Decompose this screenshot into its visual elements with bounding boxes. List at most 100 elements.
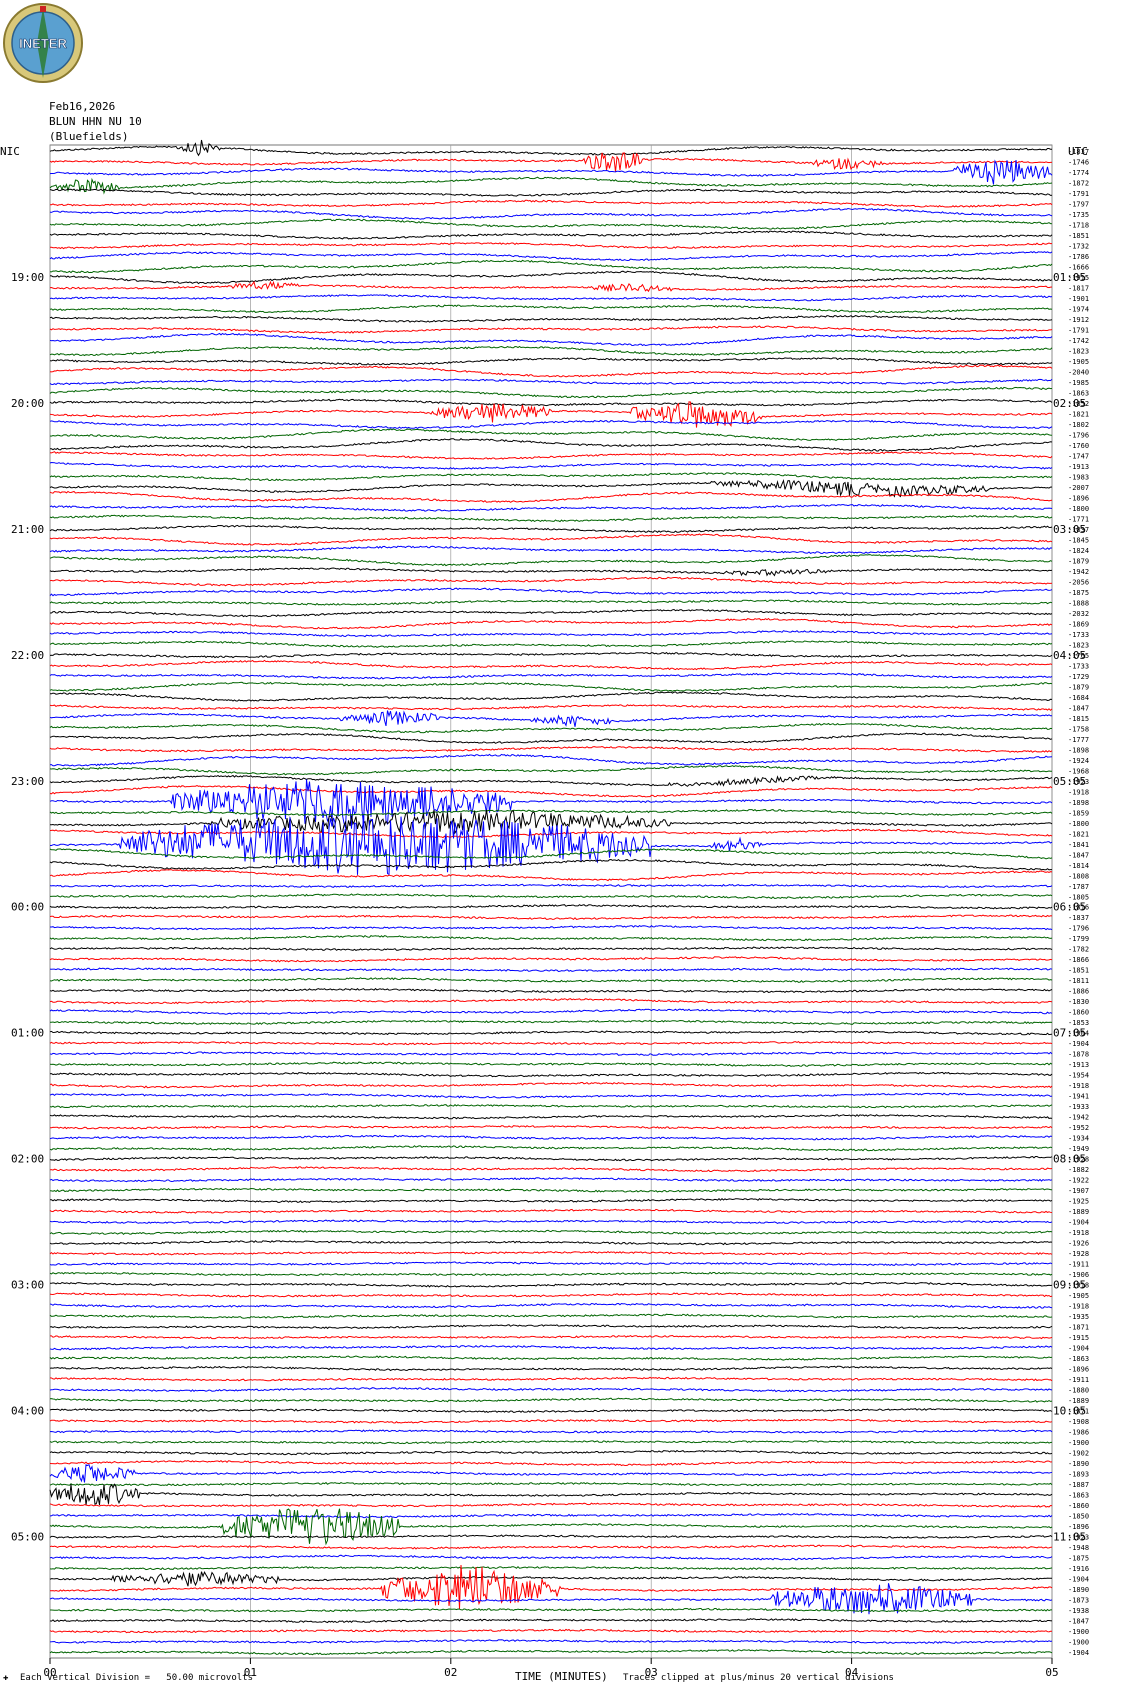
trace-offset-label: -1816 bbox=[1068, 904, 1089, 912]
seismic-trace bbox=[49, 710, 1053, 727]
seismic-trace bbox=[49, 139, 1052, 157]
x-tick-label: 04 bbox=[845, 1666, 859, 1679]
seismic-trace bbox=[49, 1459, 1053, 1467]
trace-offset-label: -1875 bbox=[1068, 589, 1089, 597]
trace-offset-label: -1935 bbox=[1068, 1313, 1089, 1321]
seismic-trace bbox=[49, 304, 1053, 314]
trace-offset-label: -1948 bbox=[1068, 1544, 1089, 1552]
trace-offset-label: -1863 bbox=[1068, 1355, 1089, 1363]
seismic-trace bbox=[50, 814, 1053, 876]
seismic-trace bbox=[49, 1397, 1053, 1403]
seismic-trace bbox=[49, 514, 1053, 523]
x-axis-label: TIME (MINUTES) bbox=[515, 1670, 608, 1683]
seismic-trace bbox=[49, 315, 1053, 323]
trace-offset-label: -1879 bbox=[1068, 557, 1089, 565]
trace-offset-label: -1850 bbox=[1068, 1513, 1089, 1521]
trace-offset-label: -2007 bbox=[1068, 484, 1089, 492]
seismic-trace bbox=[49, 1292, 1053, 1298]
seismic-trace bbox=[49, 672, 1053, 680]
trace-offset-label: -1886 bbox=[1068, 988, 1089, 996]
seismic-trace bbox=[49, 1302, 1053, 1309]
trace-offset-label: -1900 bbox=[1068, 1639, 1089, 1647]
trace-offset-label: -1791 bbox=[1068, 190, 1089, 198]
seismic-trace bbox=[49, 1565, 1053, 1571]
trace-offset-label: -1797 bbox=[1068, 200, 1089, 208]
seismic-trace bbox=[49, 934, 1053, 942]
seismic-trace bbox=[49, 345, 1053, 357]
seismic-trace bbox=[49, 576, 1053, 587]
trace-offset-label: -1824 bbox=[1068, 547, 1089, 555]
seismic-trace bbox=[49, 617, 1053, 630]
trace-offset-label: -1901 bbox=[1068, 295, 1089, 303]
seismic-trace bbox=[49, 325, 1053, 334]
trace-offset-label: -1787 bbox=[1068, 883, 1089, 891]
seismic-trace bbox=[49, 640, 1053, 648]
trace-offset-label: -1735 bbox=[1068, 211, 1089, 219]
right-hour-label: 03:05 bbox=[1053, 523, 1086, 536]
seismic-trace bbox=[49, 998, 1053, 1005]
trace-offset-label: -1918 bbox=[1068, 788, 1089, 796]
seismic-trace bbox=[49, 545, 1053, 555]
seismic-trace bbox=[49, 207, 1053, 220]
seismic-trace bbox=[49, 1324, 1053, 1330]
ineter-logo: INETER bbox=[3, 3, 83, 83]
trace-offset-label: -1871 bbox=[1068, 1324, 1089, 1332]
seismic-trace bbox=[49, 1483, 1053, 1506]
seismic-trace bbox=[49, 753, 1053, 767]
trace-offset-label: -1860 bbox=[1068, 1502, 1089, 1510]
seismic-trace bbox=[49, 1113, 1053, 1120]
left-hour-label: 23:00 bbox=[11, 775, 44, 788]
seismic-trace bbox=[49, 1440, 1053, 1445]
trace-offset-label: -1851 bbox=[1068, 232, 1089, 240]
trace-offset-label: -1747 bbox=[1068, 452, 1089, 460]
trace-offset-label: -1934 bbox=[1068, 1135, 1089, 1143]
left-hour-label: 22:00 bbox=[11, 649, 44, 662]
trace-offset-label: -1796 bbox=[1068, 431, 1089, 439]
date-label: Feb16,2026 bbox=[49, 100, 116, 113]
trace-offset-label: -1912 bbox=[1068, 316, 1089, 324]
seismic-trace bbox=[49, 1387, 1053, 1393]
seismic-trace bbox=[49, 364, 1053, 378]
seismic-trace bbox=[49, 451, 1053, 460]
trace-offset-label: -1900 bbox=[1068, 1439, 1089, 1447]
seismic-trace bbox=[50, 242, 1052, 250]
trace-offset-label: -1952 bbox=[1068, 1124, 1089, 1132]
x-tick-label: 00 bbox=[43, 1666, 56, 1679]
seismic-trace bbox=[50, 1334, 1053, 1340]
seismic-trace bbox=[49, 472, 1053, 482]
seismic-trace bbox=[49, 1134, 1053, 1141]
logo-text: INETER bbox=[19, 36, 67, 51]
trace-offset-label: -1893 bbox=[1068, 1471, 1089, 1479]
trace-offset-label: -1898 bbox=[1068, 799, 1089, 807]
seismic-trace bbox=[49, 280, 1053, 293]
seismic-trace bbox=[49, 378, 1053, 386]
trace-offset-label: -1860 bbox=[1068, 1009, 1089, 1017]
right-hour-label: 11:05 bbox=[1053, 1531, 1086, 1544]
seismic-trace bbox=[49, 587, 1053, 597]
seismic-trace bbox=[50, 1607, 1052, 1613]
right-timezone-label: UTC bbox=[1068, 145, 1088, 158]
seismic-trace bbox=[49, 1429, 1053, 1434]
trace-offset-label: -1882 bbox=[1068, 1166, 1089, 1174]
trace-offset-label: -1915 bbox=[1068, 274, 1089, 282]
trace-offset-label: -1923 bbox=[1068, 778, 1089, 786]
trace-offset-label: -1872 bbox=[1068, 179, 1089, 187]
seismic-trace bbox=[49, 1649, 1053, 1656]
trace-offset-label: -1900 bbox=[1068, 1628, 1089, 1636]
seismic-trace bbox=[49, 1355, 1053, 1361]
trace-offset-label: -2032 bbox=[1068, 610, 1089, 618]
right-hour-label: 10:05 bbox=[1053, 1405, 1086, 1418]
trace-offset-label: -1811 bbox=[1068, 977, 1089, 985]
x-tick-label: 02 bbox=[444, 1666, 457, 1679]
trace-offset-label: -1684 bbox=[1068, 694, 1089, 702]
trace-offset-label: -1765 bbox=[1068, 652, 1089, 660]
right-hour-label: 04:05 bbox=[1053, 649, 1086, 662]
right-hour-label: 02:05 bbox=[1053, 397, 1086, 410]
seismic-trace bbox=[49, 250, 1053, 262]
seismic-trace bbox=[49, 1583, 1053, 1615]
trace-offset-label: -1918 bbox=[1068, 1229, 1089, 1237]
location-label: (Bluefields) bbox=[49, 130, 129, 143]
corner-mark-icon: ✚ bbox=[3, 1673, 9, 1683]
seismic-trace bbox=[49, 259, 1053, 274]
trace-offset-label: -1928 bbox=[1068, 1250, 1089, 1258]
